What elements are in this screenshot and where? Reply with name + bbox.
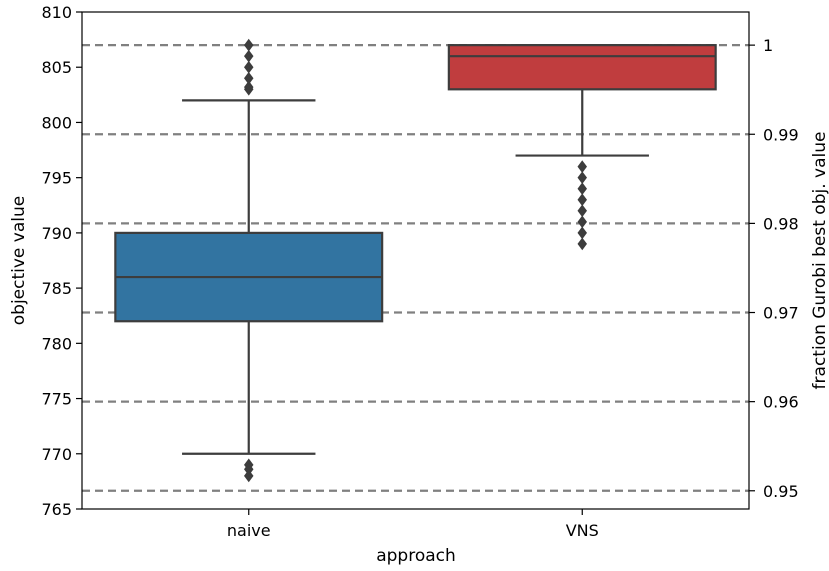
box-series (114, 38, 717, 483)
y2-axis-label: fraction Gurobi best obj. value (810, 132, 829, 390)
y2-tick-label: 1 (763, 36, 773, 55)
x-tick-label: naive (227, 521, 271, 540)
outlier-point (244, 80, 254, 94)
y-tick-label: 785 (41, 279, 72, 298)
box-vns (447, 44, 717, 251)
box-iqr (447, 44, 717, 91)
y-tick-label: 805 (41, 58, 72, 77)
outlier-point (577, 193, 587, 207)
outlier-point (244, 60, 254, 74)
y-tick-label: 765 (41, 500, 72, 519)
outlier-point (244, 71, 254, 85)
y-tick-label: 810 (41, 3, 72, 22)
outlier-point (577, 237, 587, 251)
outlier-point (577, 226, 587, 240)
y2-tick-label: 0.96 (763, 393, 799, 412)
outlier-point (244, 38, 254, 52)
y-axis-left: 765 770 775 780 785 790 795 800 805 810 (41, 3, 82, 519)
x-axis: naive VNS (227, 509, 599, 540)
plot-frame (81, 11, 750, 510)
y-tick-label: 800 (41, 113, 72, 132)
y2-tick-label: 0.95 (763, 482, 799, 501)
outlier-point (577, 215, 587, 229)
outlier-point (577, 204, 587, 218)
y-tick-label: 770 (41, 445, 72, 464)
y-tick-label: 780 (41, 334, 72, 353)
box-naive (114, 38, 384, 483)
outlier-point (244, 49, 254, 63)
y2-tick-label: 0.98 (763, 214, 799, 233)
outlier-point (577, 160, 587, 173)
y-tick-label: 775 (41, 390, 72, 409)
y2-tick-label: 0.97 (763, 304, 799, 323)
outlier-point (577, 171, 587, 185)
y2-tick-label: 0.99 (763, 125, 799, 144)
x-axis-label: approach (376, 546, 456, 566)
outlier-point (577, 182, 587, 196)
x-tick-label: VNS (566, 521, 599, 540)
y-tick-label: 790 (41, 224, 72, 243)
y-axis-label: objective value (9, 196, 29, 325)
y-axis-right: 1 0.99 0.98 0.97 0.96 0.95 (749, 36, 799, 501)
y-tick-label: 795 (41, 169, 72, 188)
outlier-point (244, 469, 254, 483)
